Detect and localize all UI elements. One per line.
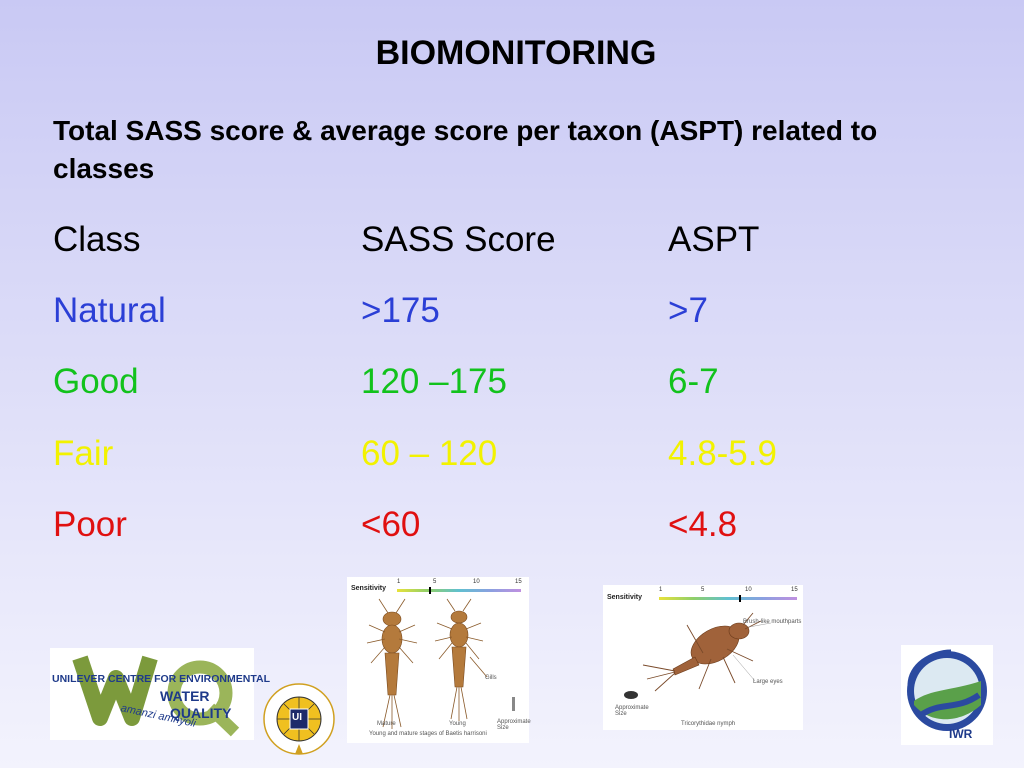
- image-caption: Young and mature stages of Baetis harris…: [369, 731, 487, 737]
- table-header-row: Class SASS Score ASPT: [0, 220, 1024, 270]
- aspt-cell: 6-7: [668, 362, 719, 401]
- aspt-cell: >7: [668, 291, 708, 330]
- seal-center-text: UI: [292, 712, 302, 723]
- tricorythidae-illustration: [624, 612, 772, 699]
- label-approximate-size: Approximate Size: [615, 705, 649, 717]
- scale-tick: 1: [397, 579, 401, 585]
- scale-tick: 10: [745, 587, 752, 593]
- logo-line-1: UNILEVER CENTRE FOR ENVIRONMENTAL: [52, 673, 270, 685]
- baetis-nymph-image: Sensitivity 1 5 10 15 Gills Mature Young…: [347, 577, 531, 743]
- scale-tick: 15: [515, 579, 522, 585]
- sensitivity-scale: [659, 597, 797, 600]
- aspt-cell: 4.8-5.9: [668, 434, 777, 473]
- seal-graphic: [263, 683, 335, 755]
- table-row-good: Good 120 –175 6-7: [0, 362, 1024, 412]
- table-row-fair: Fair 60 – 120 4.8-5.9: [0, 434, 1024, 484]
- sass-cell: >175: [361, 291, 440, 330]
- table-row-poor: Poor <60 <4.8: [0, 505, 1024, 555]
- unilever-foundation-seal: UI: [262, 682, 336, 756]
- label-large-eyes: Large eyes: [753, 679, 783, 685]
- header-aspt: ASPT: [668, 220, 760, 259]
- slide-title: BIOMONITORING: [375, 34, 657, 72]
- class-cell: Natural: [53, 291, 166, 330]
- mayfly-nymph-illustrations: [366, 598, 515, 729]
- class-cell: Poor: [53, 505, 127, 544]
- wq-mark: [72, 655, 240, 737]
- unilever-centre-logo: UNILEVER CENTRE FOR ENVIRONMENTAL WATER …: [50, 648, 270, 740]
- slide-subtitle: Total SASS score & average score per tax…: [53, 115, 878, 184]
- scale-tick: 15: [791, 587, 798, 593]
- sass-cell: <60: [361, 505, 421, 544]
- iwr-label: IWR: [949, 727, 973, 741]
- image-caption: Tricorythidae nymph: [681, 721, 736, 727]
- scale-tick: 5: [433, 579, 437, 585]
- label-gills: Gills: [485, 675, 497, 681]
- sensitivity-marker: [429, 587, 431, 594]
- label-brush-mouthparts: Brush-like mouthparts: [743, 619, 802, 625]
- class-cell: Fair: [53, 434, 114, 473]
- label-young: Young: [449, 721, 466, 727]
- header-sass-score: SASS Score: [361, 220, 556, 259]
- aspt-cell: <4.8: [668, 505, 738, 544]
- iwr-logo: IWR: [901, 645, 993, 745]
- scale-tick: 10: [473, 579, 480, 585]
- label-approximate-size: Approximate Size: [497, 719, 531, 731]
- sass-cell: 120 –175: [361, 362, 507, 401]
- scale-tick: 5: [701, 587, 705, 593]
- scale-tick: 1: [659, 587, 663, 593]
- sensitivity-label: Sensitivity: [351, 585, 387, 592]
- logo-line-3: QUALITY: [170, 705, 232, 721]
- header-class: Class: [53, 220, 141, 259]
- label-mature: Mature: [377, 721, 396, 727]
- table-row-natural: Natural >175 >7: [0, 291, 1024, 341]
- tricorythidae-nymph-image: Sensitivity 1 5 10 15 Brush-like mouthpa…: [603, 585, 803, 730]
- sensitivity-marker: [739, 595, 741, 602]
- class-cell: Good: [53, 362, 139, 401]
- sensitivity-label: Sensitivity: [607, 594, 643, 601]
- sass-cell: 60 – 120: [361, 434, 498, 473]
- iwr-emblem: [907, 649, 987, 731]
- sensitivity-scale: [397, 589, 521, 592]
- logo-line-2: WATER: [160, 688, 210, 704]
